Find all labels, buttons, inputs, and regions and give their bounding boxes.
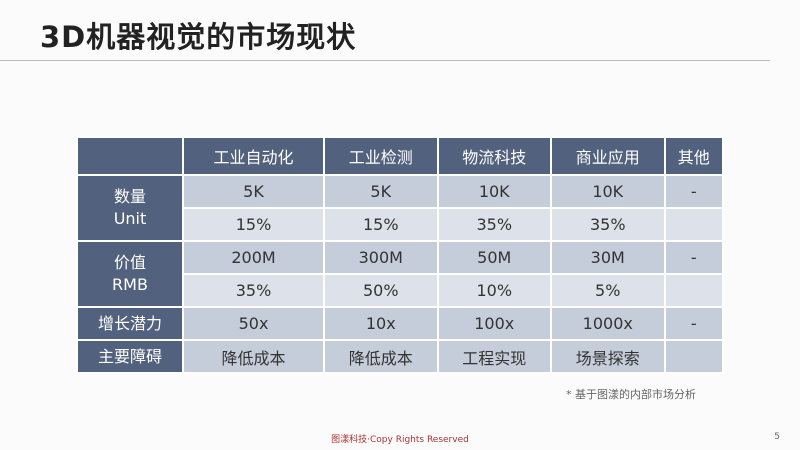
row-label-line: 增长潜力 bbox=[97, 313, 162, 333]
data-cell: 10x bbox=[323, 306, 439, 341]
data-cell: 15% bbox=[323, 207, 439, 242]
row-label-line: 主要障碍 bbox=[97, 346, 162, 366]
data-cell: 工程实现 bbox=[436, 339, 552, 374]
data-cell: 300M bbox=[323, 240, 439, 275]
data-row: 主要障碍 降低成本 降低成本 工程实现 场景探索 bbox=[76, 339, 724, 374]
data-cell: 200M bbox=[182, 240, 325, 275]
corner-cell bbox=[76, 136, 184, 176]
data-cell: 降低成本 bbox=[323, 339, 439, 374]
slide-title: 3D机器视觉的市场现状 bbox=[40, 20, 357, 54]
row-label-line: 价值 bbox=[113, 253, 146, 272]
row-label-line: RMB bbox=[112, 275, 148, 294]
data-cell bbox=[663, 273, 724, 308]
data-row: 15% 15% 35% 35% bbox=[77, 207, 724, 242]
data-cell: 50M bbox=[436, 240, 552, 275]
data-cell: 50x bbox=[182, 306, 325, 341]
data-cell: 35% bbox=[436, 207, 552, 242]
data-cell: - bbox=[663, 306, 724, 341]
data-cell: 50% bbox=[323, 273, 439, 308]
data-cell: 35% bbox=[550, 207, 666, 242]
data-cell: 100x bbox=[436, 306, 552, 341]
column-header: 工业检测 bbox=[323, 136, 439, 176]
title-rule bbox=[0, 60, 770, 61]
data-cell: 降低成本 bbox=[182, 339, 325, 374]
column-header: 其他 bbox=[663, 136, 724, 176]
header-row: 工业自动化 工业检测 物流科技 商业应用 其他 bbox=[76, 136, 724, 176]
data-row: 价值 RMB 200M 300M 50M 30M - bbox=[76, 240, 724, 308]
data-cell: 场景探索 bbox=[550, 339, 666, 374]
column-header: 物流科技 bbox=[436, 136, 552, 176]
row-label: 主要障碍 bbox=[76, 339, 184, 374]
data-cell: - bbox=[663, 240, 724, 275]
row-label: 价值 RMB bbox=[76, 240, 184, 308]
data-cell: 5% bbox=[550, 273, 666, 308]
data-cell: 10K bbox=[550, 174, 666, 209]
data-cell: - bbox=[663, 174, 724, 209]
data-row: 数量 Unit 5K 5K 10K 10K - bbox=[76, 174, 724, 242]
footnote: * 基于图漾的内部市场分析 bbox=[566, 388, 696, 401]
copyright: 图漾科技·Copy Rights Reserved bbox=[331, 435, 469, 445]
data-cell: 5K bbox=[182, 174, 325, 209]
data-row: 增长潜力 50x 10x 100x 1000x - bbox=[76, 306, 724, 341]
column-header: 商业应用 bbox=[550, 136, 666, 176]
row-label: 增长潜力 bbox=[76, 306, 184, 341]
data-cell: 15% bbox=[182, 207, 325, 242]
column-header: 工业自动化 bbox=[182, 136, 325, 176]
data-cell: 10K bbox=[436, 174, 552, 209]
data-cell: 35% bbox=[182, 273, 325, 308]
data-cell: 10% bbox=[436, 273, 552, 308]
row-label-line: 数量 bbox=[113, 187, 146, 206]
row-label-line: Unit bbox=[113, 209, 147, 228]
row-label: 数量 Unit bbox=[76, 174, 184, 242]
data-cell: 5K bbox=[323, 174, 439, 209]
market-table: 工业自动化 工业检测 物流科技 商业应用 其他 数量 Unit 5K 5K 10K 10K -15% 1… bbox=[76, 136, 724, 374]
data-cell bbox=[663, 207, 724, 242]
data-row: 35% 50% 10% 5% bbox=[77, 273, 724, 308]
data-cell: 1000x bbox=[550, 306, 666, 341]
page-number: 5 bbox=[774, 432, 780, 442]
data-cell bbox=[663, 339, 724, 374]
data-cell: 30M bbox=[550, 240, 666, 275]
